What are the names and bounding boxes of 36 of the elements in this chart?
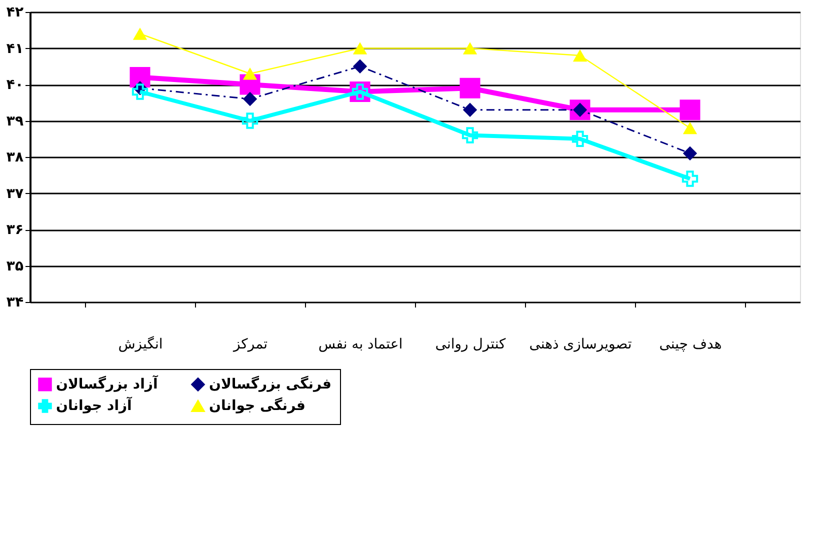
point	[680, 100, 700, 120]
legend-label: آزاد جوانان	[56, 396, 134, 414]
x-tick-label: اعتماد به نفس	[318, 336, 403, 352]
y-tick-label: ۳۴	[6, 294, 24, 310]
legend-label: فرنگی بزرگسالان	[209, 375, 332, 392]
point	[352, 42, 368, 54]
point	[132, 84, 148, 100]
point	[460, 78, 480, 98]
y-tick-label: ۴۲	[6, 4, 24, 20]
x-tick-label: تمرکز	[232, 336, 268, 352]
point	[242, 92, 258, 106]
y-tick-label: ۳۹	[6, 113, 24, 130]
y-tick-label: ۳۸	[6, 150, 24, 166]
point	[572, 49, 588, 62]
point	[132, 28, 148, 40]
legend-label: فرنگی جوانان	[209, 397, 306, 414]
point	[352, 59, 368, 74]
point	[682, 146, 698, 160]
point	[682, 122, 698, 134]
x-tick-label: تصویرسازی ذهنی	[529, 336, 632, 352]
y-tick-label: ۴۱	[6, 40, 24, 57]
point	[682, 170, 698, 187]
legend-label: آزاد بزرگسالان	[56, 374, 159, 392]
point	[242, 112, 258, 129]
x-tick-label: انگیزش	[118, 336, 163, 352]
x-tick-label: هدف چینی	[659, 336, 722, 352]
point	[242, 68, 258, 80]
point	[462, 102, 478, 117]
y-tick-label: ۳۵	[6, 258, 24, 274]
point	[572, 130, 588, 147]
y-tick-label: ۳۶	[6, 222, 24, 238]
x-tick-label: کنترل روانی	[435, 336, 506, 352]
point	[462, 42, 478, 54]
y-tick-label: ۴۰	[6, 77, 24, 93]
point	[462, 127, 478, 144]
y-tick-label: ۳۷	[6, 186, 24, 202]
